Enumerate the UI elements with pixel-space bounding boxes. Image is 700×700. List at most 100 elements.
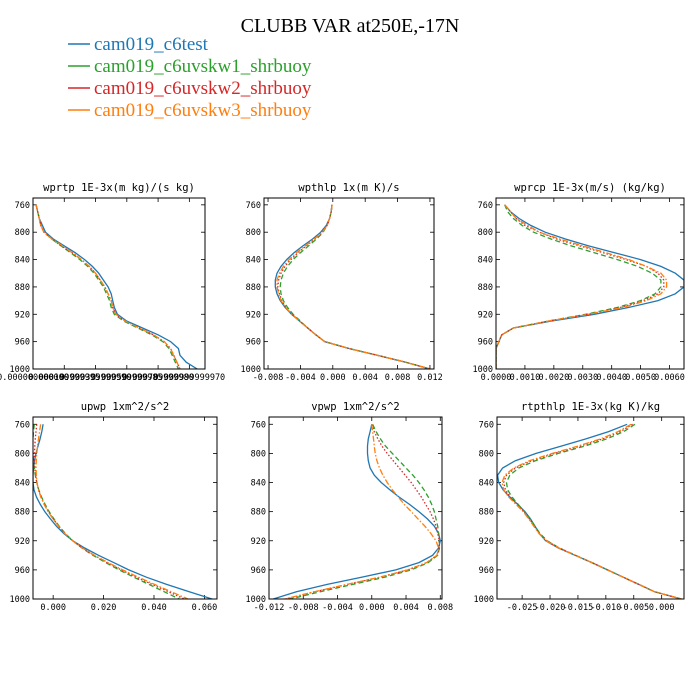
- y-tick-label: 800: [15, 228, 30, 238]
- series-line-cam019_c6uvskw3_shrbuoy: [35, 204, 181, 369]
- series-line-cam019_c6uvskw3_shrbuoy: [501, 423, 682, 599]
- series-line-cam019_c6uvskw2_shrbuoy: [277, 204, 431, 369]
- x-tick-label: 0.040: [141, 603, 167, 613]
- y-tick-label: 1000: [10, 595, 30, 605]
- plot-frame: [263, 197, 435, 370]
- y-tick-label: 880: [15, 283, 30, 293]
- y-tick-label: 1000: [474, 595, 494, 605]
- y-tick-label: 840: [478, 256, 493, 266]
- y-tick-label: 960: [246, 338, 261, 348]
- y-tick-label: 1000: [473, 365, 493, 375]
- series-line-cam019_c6test: [33, 424, 213, 599]
- x-tick-label: 0.000: [649, 603, 675, 613]
- series-line-cam019_c6uvskw1_shrbuoy: [505, 423, 682, 599]
- x-tick-label: -0.008: [288, 603, 319, 613]
- x-tick-label: 0.000199999995: [28, 373, 100, 383]
- panel-title: wpthlp 1x(m K)/s: [298, 182, 399, 194]
- panels: wprtp 1E-3x(m kg)/(s kg) 760 800 840 880 920 9…: [0, 182, 685, 613]
- x-tick-label: -0.015: [563, 603, 594, 613]
- x-tick-label: 0.000599999985: [91, 373, 163, 383]
- y-tick-label: 840: [479, 479, 494, 489]
- figure-title: CLUBB VAR at250E,-17N: [241, 15, 460, 37]
- y-tick-label: 800: [15, 449, 30, 459]
- legend-label-cam019_c6uvskw1_shrbuoy: cam019_c6uvskw1_shrbuoy: [94, 56, 312, 77]
- y-tick-label: 840: [246, 256, 261, 266]
- y-tick-label: 960: [478, 338, 493, 348]
- y-tick-label: 920: [15, 310, 30, 320]
- x-tick-label: 0.0020: [538, 373, 569, 383]
- x-tick-label: 0.0010: [510, 373, 541, 383]
- x-tick-label: 0.000: [320, 373, 346, 383]
- y-tick-label: 880: [251, 508, 266, 518]
- x-tick-label: -0.012: [254, 603, 285, 613]
- series-line-cam019_c6test: [273, 424, 441, 599]
- y-tick-label: 880: [478, 283, 493, 293]
- series-line-cam019_c6uvskw1_shrbuoy: [279, 204, 431, 369]
- series-line-cam019_c6test: [274, 204, 431, 369]
- panel-5: vpwp 1xm^2/s^27608008408809209601000-0.0…: [246, 401, 454, 613]
- plot-frame: [32, 197, 206, 370]
- y-tick-label: 920: [246, 310, 261, 320]
- x-tick-label: -0.020: [535, 603, 566, 613]
- x-tick-label: 0.004: [393, 603, 419, 613]
- x-tick-label: 0.008: [427, 603, 453, 613]
- y-tick-label: 760: [478, 201, 493, 211]
- y-tick-label: 960: [479, 566, 494, 576]
- legend-label-cam019_c6uvskw3_shrbuoy: cam019_c6uvskw3_shrbuoy: [94, 100, 312, 121]
- x-tick-label: 0.000799999980: [122, 373, 194, 383]
- plot-frame: [32, 416, 218, 600]
- series-line-cam019_c6uvskw2_shrbuoy: [33, 424, 185, 599]
- series-line-cam019_c6uvskw3_shrbuoy: [35, 424, 189, 599]
- x-tick-label: 0.004: [352, 373, 378, 383]
- series-line-cam019_c6uvskw2_shrbuoy: [496, 204, 665, 369]
- y-tick-label: 920: [479, 537, 494, 547]
- y-tick-label: 840: [15, 256, 30, 266]
- y-tick-label: 960: [251, 566, 266, 576]
- y-tick-label: 760: [15, 201, 30, 211]
- series-line-cam019_c6uvskw3_shrbuoy: [276, 204, 431, 369]
- x-tick-label: 0.000000000000: [0, 373, 69, 383]
- x-tick-label: 0.008: [385, 373, 411, 383]
- panel-6: rtpthlp 1E-3x(kg K)/kg 760 800 840 880 920 960…: [474, 401, 685, 613]
- panel-title: vpwp 1xm^2/s^2: [311, 401, 400, 413]
- plot-frame: [268, 416, 443, 600]
- series-line-cam019_c6test: [35, 204, 198, 369]
- x-tick-label: 0.020: [91, 603, 117, 613]
- y-tick-label: 1000: [241, 365, 261, 375]
- x-tick-label: -0.005: [618, 603, 649, 613]
- panel-title: wprcp 1E-3x(m/s) (kg/kg): [514, 182, 666, 194]
- y-tick-label: 800: [246, 228, 261, 238]
- y-tick-label: 920: [15, 537, 30, 547]
- y-tick-label: 760: [479, 420, 494, 430]
- panel-1: wprtp 1E-3x(m kg)/(s kg) 760 800 840 880 920 9…: [0, 182, 225, 383]
- legend-label-cam019_c6test: cam019_c6test: [94, 34, 209, 55]
- panel-2: wpthlp 1x(m K)/s7608008408809209601000-0…: [241, 182, 443, 383]
- x-tick-label: 0.060: [192, 603, 218, 613]
- x-tick-label: 0.012: [417, 373, 443, 383]
- series-line-cam019_c6uvskw2_shrbuoy: [285, 424, 441, 599]
- y-tick-label: 1000: [10, 365, 30, 375]
- x-tick-label: 0.0000: [481, 373, 512, 383]
- y-tick-label: 960: [15, 338, 30, 348]
- x-tick-label: 0.000: [359, 603, 385, 613]
- series-line-cam019_c6uvskw1_shrbuoy: [496, 204, 662, 369]
- y-tick-label: 1000: [246, 595, 266, 605]
- y-tick-label: 800: [251, 449, 266, 459]
- x-tick-label: -0.004: [322, 603, 353, 613]
- y-tick-label: 920: [251, 537, 266, 547]
- panel-title: rtpthlp 1E-3x(kg K)/kg: [521, 401, 660, 413]
- x-tick-label: 0.000399999990: [60, 373, 132, 383]
- x-tick-label: 0.000: [40, 603, 66, 613]
- series-line-cam019_c6uvskw3_shrbuoy: [496, 204, 668, 369]
- y-tick-label: 840: [251, 479, 266, 489]
- series-line-cam019_c6test: [496, 204, 684, 369]
- y-tick-label: 880: [246, 283, 261, 293]
- panel-4: upwp 1xm^2/s^2 760 800 840 880 920 960 1000 0.00…: [10, 401, 218, 613]
- x-tick-label: -0.008: [253, 373, 284, 383]
- y-tick-label: 800: [478, 228, 493, 238]
- series-line-cam019_c6uvskw2_shrbuoy: [503, 423, 682, 599]
- series-line-cam019_c6uvskw1_shrbuoy: [290, 424, 441, 599]
- plot-frame: [496, 416, 685, 600]
